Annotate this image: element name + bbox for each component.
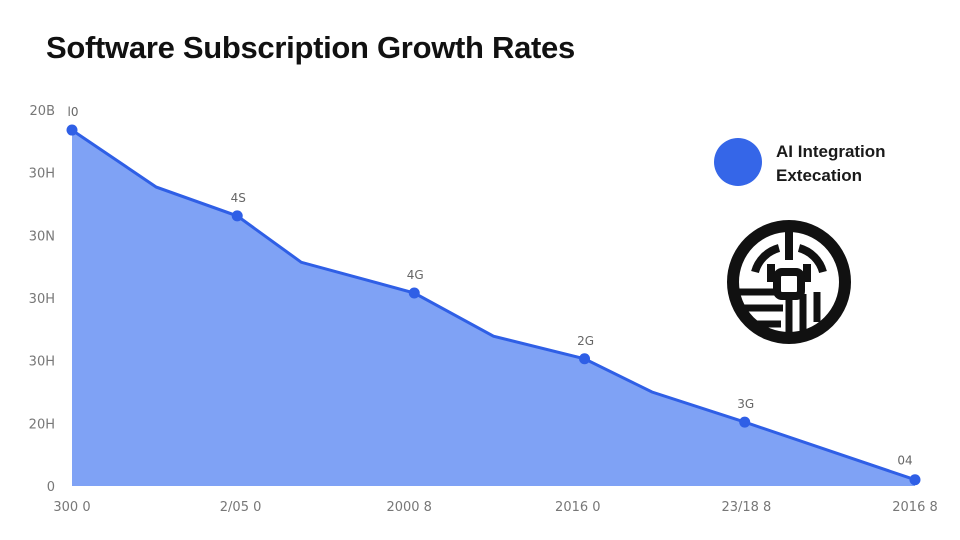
x-tick-label: 2/05 0 (220, 500, 262, 515)
y-tick-label: 30N (29, 229, 55, 244)
data-label: 04 (897, 454, 912, 468)
y-tick-label: 30H (29, 292, 55, 307)
series-area (72, 130, 915, 486)
circuit-logo-icon (727, 220, 851, 344)
data-label: 3G (737, 397, 754, 411)
x-tick-label: 2000 8 (386, 500, 432, 515)
chart-title: Software Subscription Growth Rates (46, 30, 575, 65)
data-label: l0 (68, 105, 79, 119)
x-tick-label: 2016 8 (892, 500, 938, 515)
x-tick-label: 300 0 (53, 500, 90, 515)
x-axis: 300 0 2/05 0 2000 8 2016 0 23/18 8 2016 8 (53, 500, 937, 515)
legend-swatch (714, 138, 762, 186)
series-line (71, 128, 916, 482)
x-tick-label: 23/18 8 (721, 500, 771, 515)
data-point (408, 287, 420, 299)
legend-label-line2: Extecation (776, 166, 862, 185)
x-tick-label: 2016 0 (555, 500, 601, 515)
data-point (231, 210, 243, 222)
data-point (909, 474, 921, 486)
data-points: l0 4S 4G 2G 3G 04 (66, 105, 921, 486)
y-tick-label: 30H (29, 167, 55, 182)
data-label: 2G (577, 334, 594, 348)
legend-label-line1: AI Integration (776, 142, 886, 161)
data-label: 4G (407, 268, 424, 282)
legend: AI Integration Extecation (714, 138, 886, 186)
data-point (66, 124, 78, 136)
y-tick-label: 30H (29, 355, 55, 370)
y-tick-label: 20H (29, 417, 55, 432)
y-axis: 0 20H 30H 30H 30N 30H 20B (29, 104, 55, 495)
data-label: 4S (231, 191, 246, 205)
data-point (579, 353, 591, 365)
y-tick-label: 0 (47, 480, 55, 495)
y-tick-label: 20B (30, 104, 55, 119)
data-point (739, 416, 751, 428)
